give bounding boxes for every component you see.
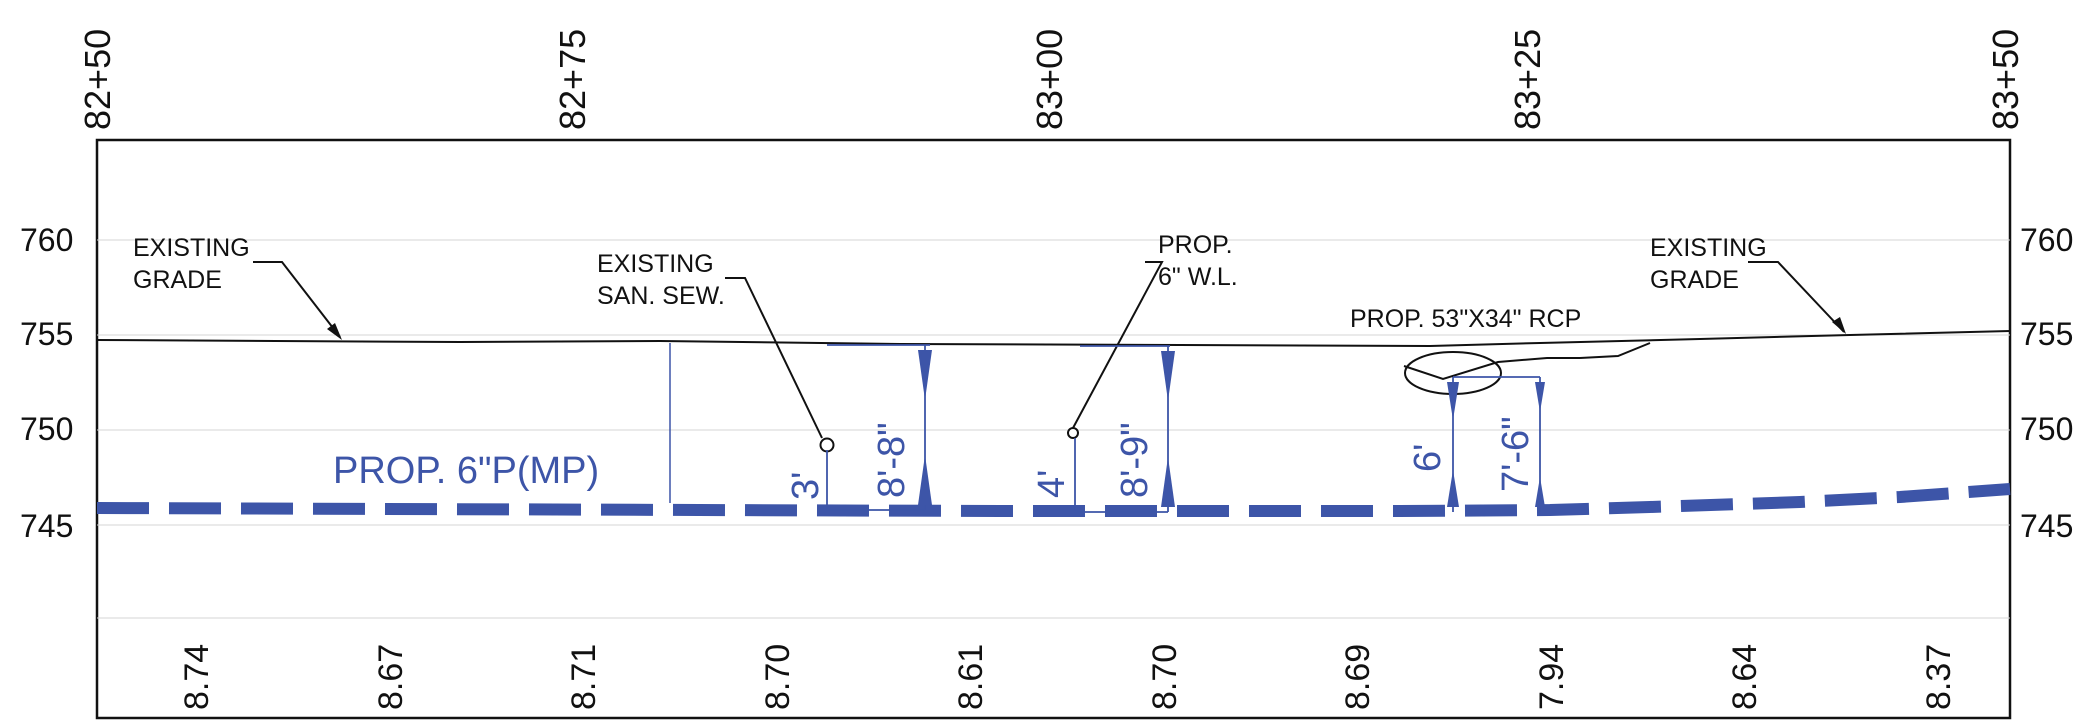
- elevation-label: 755: [2020, 316, 2073, 352]
- depth-values: 8.74 8.67 8.71 8.70 8.61 8.70 8.69 7.94 …: [178, 644, 1958, 710]
- callout-line: EXISTING: [133, 234, 250, 262]
- dimension-labels: 3' 8'-8" 4' 8'-9" 6' 7'-6": [785, 416, 1537, 500]
- elevation-label: 745: [2020, 508, 2073, 544]
- callout-line: EXISTING: [1650, 234, 1767, 262]
- depth-value: 7.94: [1533, 644, 1571, 710]
- leader-arrowheads: [327, 317, 1846, 340]
- existing-sewer-marker: [819, 437, 835, 453]
- station-label: 83+00: [1029, 29, 1070, 130]
- profile-frame: [95, 138, 2012, 720]
- depth-value: 8.69: [1339, 644, 1377, 710]
- depth-value: 8.70: [1146, 644, 1184, 710]
- rcp-clearance-label: 6': [1407, 444, 1449, 472]
- callout-line: SAN. SEW.: [597, 282, 725, 310]
- existing-grade-callout-left: EXISTING GRADE: [133, 234, 250, 294]
- station-label: 82+50: [77, 29, 118, 130]
- sewer-depth-label: 8'-8": [871, 422, 913, 498]
- elevation-labels-right: 760 755 750 745: [2020, 222, 2073, 544]
- depth-value: 8.61: [952, 644, 990, 710]
- elevation-label: 745: [20, 508, 73, 544]
- elevation-label: 755: [20, 316, 73, 352]
- sewer-clearance-label: 3': [785, 472, 827, 500]
- proposed-wl-callout: PROP. 6" W.L.: [1158, 231, 1238, 291]
- elevation-label: 750: [20, 411, 73, 447]
- rcp-depth-label: 7'-6": [1495, 416, 1537, 492]
- callout-line: GRADE: [1650, 266, 1739, 294]
- proposed-rcp-callout: PROP. 53"X34" RCP: [1350, 305, 1581, 333]
- depth-value: 8.37: [1920, 644, 1958, 710]
- callout-line: PROP.: [1158, 231, 1233, 259]
- rcp-leader: [1403, 357, 1580, 381]
- elevation-label: 760: [20, 222, 73, 258]
- depth-value: 8.67: [372, 644, 410, 710]
- dimension-arrowheads: [918, 350, 1545, 507]
- elevation-label: 760: [2020, 222, 2073, 258]
- depth-value: 8.64: [1726, 644, 1764, 710]
- station-label: 83+25: [1507, 29, 1548, 130]
- elevation-labels-left: 760 755 750 745: [20, 222, 73, 544]
- callout-line: EXISTING: [597, 250, 714, 278]
- dimension-lines: [826, 344, 1541, 513]
- proposed-pipe-label: PROP. 6"P(MP): [333, 450, 599, 492]
- station-label: 83+50: [1985, 29, 2026, 130]
- existing-grade-callout-right: EXISTING GRADE: [1650, 234, 1767, 294]
- leader-lines: [253, 261, 1845, 439]
- proposed-pipe-profile: [96, 483, 2011, 517]
- callout-line: 6" W.L.: [1158, 263, 1238, 291]
- proposed-water-line-marker: [1067, 427, 1079, 439]
- station-labels: 82+50 82+75 83+00 83+25 83+50: [77, 29, 2026, 130]
- wl-clearance-label: 4': [1031, 470, 1073, 498]
- wl-depth-label: 8'-9": [1114, 422, 1156, 498]
- existing-sewer-callout: EXISTING SAN. SEW.: [597, 250, 725, 310]
- depth-value: 8.70: [759, 644, 797, 710]
- grid-lines: [97, 239, 2010, 619]
- existing-grade-line: [96, 330, 2011, 348]
- callout-line: GRADE: [133, 266, 222, 294]
- depth-value: 8.71: [565, 644, 603, 710]
- station-label: 82+75: [552, 29, 593, 130]
- elevation-label: 750: [2020, 411, 2073, 447]
- depth-value: 8.74: [178, 644, 216, 710]
